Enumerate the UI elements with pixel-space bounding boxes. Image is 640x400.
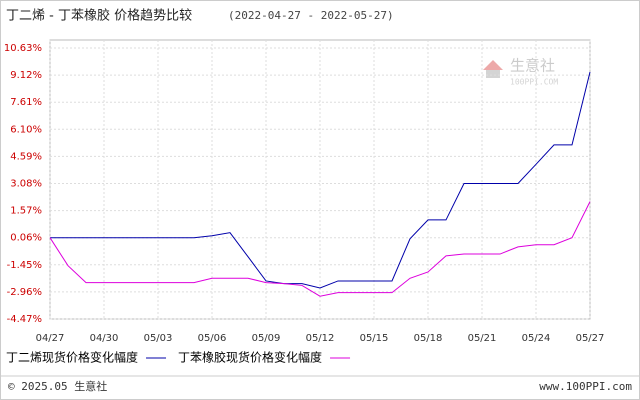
y-tick-label: -2.96%	[7, 287, 42, 298]
x-tick-label: 05/09	[252, 333, 281, 344]
x-tick-label: 05/15	[360, 333, 389, 344]
chart-title: 丁二烯 - 丁苯橡胶 价格趋势比较	[6, 8, 192, 24]
legend-label: 丁二烯现货价格变化幅度	[6, 350, 138, 365]
watermark-icon	[483, 60, 503, 70]
y-tick-label: -4.47%	[7, 314, 42, 325]
x-tick-label: 05/24	[522, 333, 551, 344]
watermark: 生意社 100PPI.COM	[483, 57, 558, 87]
chart-subtitle: (2022-04-27 - 2022-05-27)	[228, 9, 394, 22]
watermark-name: 生意社	[510, 57, 555, 75]
series-line	[49, 201, 591, 297]
x-tick-label: 05/21	[468, 333, 497, 344]
watermark-site: 100PPI.COM	[510, 78, 558, 87]
x-tick-label: 04/30	[90, 333, 119, 344]
y-tick-label: 6.10%	[10, 124, 42, 135]
y-tick-label: 9.12%	[10, 70, 42, 81]
y-tick-label: -1.45%	[7, 260, 42, 271]
y-tick-label: 1.57%	[10, 206, 42, 217]
y-tick-label: 0.06%	[10, 233, 42, 244]
y-tick-label: 3.08%	[10, 179, 42, 190]
x-tick-label: 05/03	[144, 333, 173, 344]
y-tick-label: 7.61%	[10, 97, 42, 108]
footer-url: www.100PPI.com	[539, 380, 632, 393]
x-tick-label: 04/27	[36, 333, 65, 344]
legend-label: 丁苯橡胶现货价格变化幅度	[178, 350, 322, 365]
watermark-icon	[486, 70, 500, 78]
x-tick-label: 05/12	[306, 333, 335, 344]
y-tick-label: 4.59%	[10, 151, 42, 162]
x-tick-label: 05/18	[414, 333, 443, 344]
footer-copyright: © 2025.05 生意社	[8, 379, 107, 393]
x-tick-label: 05/06	[198, 333, 227, 344]
y-tick-label: 10.63%	[4, 43, 42, 54]
series-line	[50, 71, 591, 289]
x-tick-label: 05/27	[576, 333, 605, 344]
